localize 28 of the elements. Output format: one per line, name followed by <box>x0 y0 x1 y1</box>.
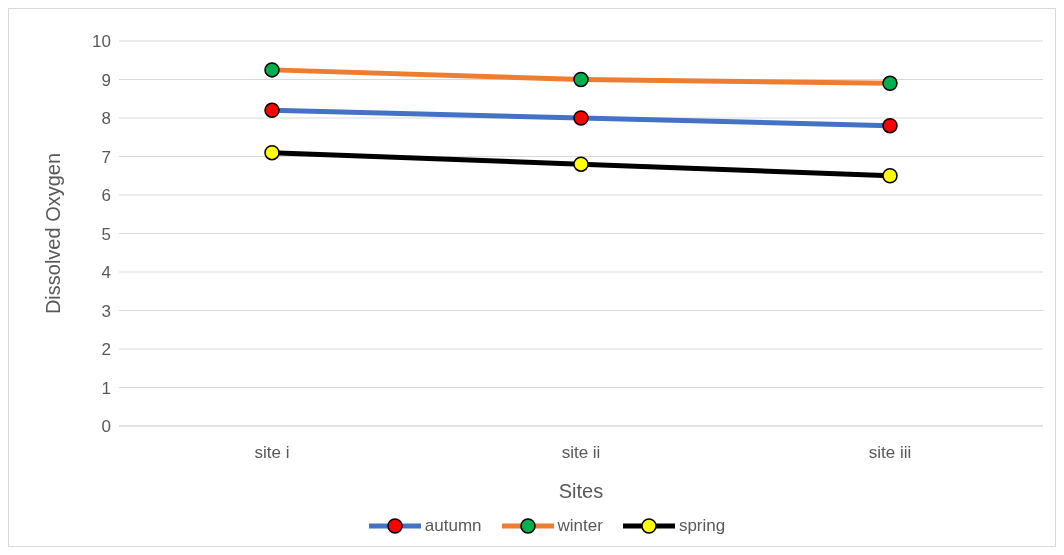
y-tick-label: 6 <box>101 186 111 206</box>
y-tick-label: 5 <box>101 224 111 244</box>
x-tick-label: site i <box>254 443 290 463</box>
point <box>573 110 589 126</box>
y-tick-label: 1 <box>101 378 111 398</box>
y-tick-label: 7 <box>101 147 111 167</box>
x-tick-label: site ii <box>561 443 601 463</box>
legend-label: autumn <box>424 516 482 536</box>
point <box>264 102 280 119</box>
legend-label: winter <box>557 516 603 536</box>
point <box>882 117 898 134</box>
y-tick-label: 4 <box>101 263 111 283</box>
y-tick-label: 2 <box>101 340 111 360</box>
point <box>264 144 280 161</box>
y-tick-label: 3 <box>101 301 111 321</box>
point <box>882 75 898 92</box>
y-tick-label: 0 <box>101 417 111 437</box>
y-tick-label: 9 <box>101 70 111 90</box>
point <box>264 62 280 78</box>
y-tick-label: 8 <box>101 109 111 129</box>
point <box>573 71 589 88</box>
legend-label: spring <box>678 516 726 536</box>
point <box>573 156 589 172</box>
point <box>882 168 898 184</box>
x-axis-title: Sites <box>558 480 604 502</box>
y-axis-title: Dissolved Oxygen <box>42 152 65 315</box>
y-tick-label: 10 <box>92 32 111 52</box>
x-tick-label: site iii <box>868 443 912 463</box>
